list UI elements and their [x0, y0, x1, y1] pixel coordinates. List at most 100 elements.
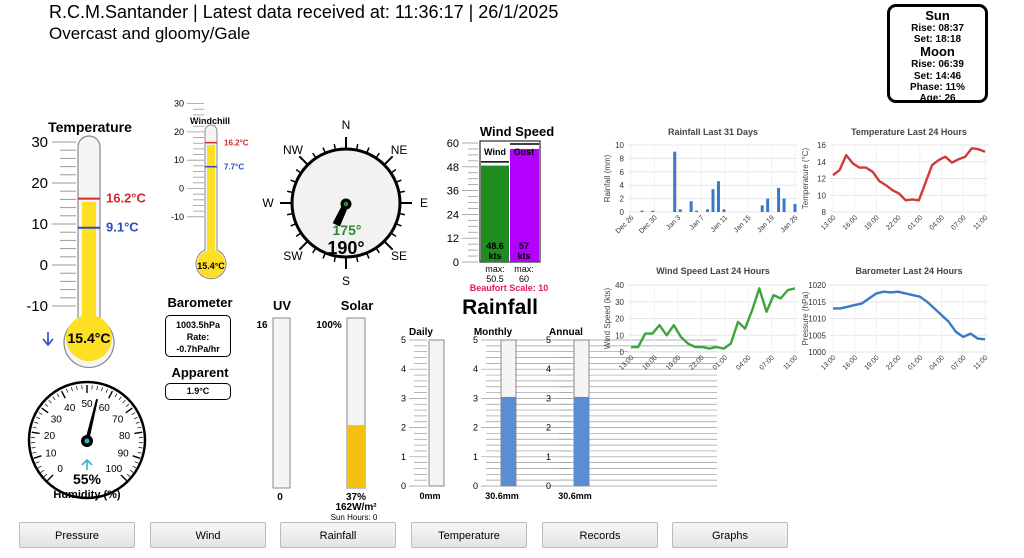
chart-ytick-label: 10 — [615, 141, 624, 150]
chart-bar — [716, 181, 720, 212]
chart-bar — [722, 209, 726, 212]
rainfall-button[interactable]: Rainfall — [280, 522, 396, 548]
wind-button[interactable]: Wind — [150, 522, 266, 548]
chart-ytick-label: 8 — [620, 154, 625, 163]
gust-max-value: 60 — [519, 274, 529, 284]
rainfall-scale-label: 5 — [473, 335, 478, 345]
humidity-tick — [134, 431, 143, 435]
humidity-tick — [32, 426, 37, 429]
sun-set: Set: 18:18 — [913, 34, 962, 46]
compass-label: W — [262, 196, 274, 210]
rain-monthly-title: Monthly — [474, 327, 513, 338]
chart-ytick-label: 8 — [822, 208, 827, 217]
rainfall-scale-label: 5 — [401, 335, 406, 345]
uv-top-label: 16 — [256, 320, 268, 331]
apparent-value: 1.9°C — [186, 386, 210, 396]
chart-xtick-label: 04:00 — [929, 214, 946, 231]
temperature-scale-label: 20 — [31, 175, 48, 192]
windchill-mercury — [207, 144, 215, 262]
compass-tick — [298, 155, 309, 166]
temperature-gauge: 30 20 10 0 -10 16.2°C 9.1°C 15.4°C — [26, 134, 147, 368]
temperature-current-value: 15.4°C — [68, 330, 111, 346]
wind-speed-scale-label: 0 — [453, 257, 459, 269]
chart-title: Rainfall Last 31 Days — [668, 127, 758, 137]
wind-speed-scale-label: 36 — [447, 186, 459, 198]
humidity-scale-label: 50 — [81, 399, 93, 410]
temperature-button[interactable]: Temperature — [411, 522, 527, 548]
humidity-tick — [46, 474, 54, 482]
chart-bar — [782, 198, 786, 212]
chart-bar — [689, 201, 693, 212]
humidity-scale-label: 20 — [44, 431, 56, 442]
wind-unit: kts — [488, 251, 501, 261]
uv-solar-gauges: UV 16 0 Solar 100% 37% 162W/m² Sun Hours… — [256, 298, 377, 522]
rain-annual-value: 30.6mm — [558, 491, 592, 501]
chart-line — [832, 147, 986, 202]
chart-title: Wind Speed Last 24 Hours — [656, 266, 769, 276]
humidity-scale-label: 90 — [118, 449, 130, 460]
chart-ytick-label: 4 — [620, 181, 625, 190]
chart-xtick-label: 07:00 — [950, 354, 967, 371]
wind-speed-scale-label: 60 — [447, 138, 459, 150]
humidity-title: Humidity (%) — [53, 489, 121, 501]
compass-tick — [298, 240, 309, 251]
chart-bar — [640, 210, 644, 212]
rainfall-scale-label: 1 — [473, 452, 478, 462]
compass-tick — [383, 240, 394, 251]
wind-speed-scale: 60 48 36 24 12 0 — [447, 138, 478, 269]
humidity-tick — [101, 387, 103, 392]
chart-ylabel: Wind Speed (kts) — [603, 287, 612, 349]
temperature-bulb — [66, 315, 112, 361]
chart-bar — [651, 210, 655, 212]
moon-set: Set: 14:46 — [913, 70, 962, 82]
temperature-scale-label: 0 — [40, 257, 48, 274]
humidity-tick — [31, 447, 36, 449]
rainfall-scale-label: 0 — [401, 481, 406, 491]
chart-line — [631, 287, 796, 350]
humidity-tick — [37, 465, 42, 469]
humidity-tick — [134, 461, 139, 464]
chart-ytick-label: 1005 — [808, 331, 826, 340]
chart-ytick-label: 0 — [620, 348, 625, 357]
windchill-scale-label: 0 — [179, 184, 184, 194]
humidity-tick — [105, 388, 108, 393]
graphs-button[interactable]: Graphs — [672, 522, 788, 548]
wind-speed-gauge: 60 48 36 24 12 0 Wind Gust 48.6 kts 57 kts ma… — [447, 138, 549, 293]
chart-xtick-label: Jan 25 — [780, 214, 800, 234]
chart-xtick-label: 04:00 — [735, 354, 752, 371]
wind-max-value: 50.5 — [486, 274, 504, 284]
wind-compass: N NE E SE S SW W NW 175° 190° — [262, 118, 428, 288]
chart-ytick-label: 20 — [615, 315, 624, 324]
up-arrow-icon — [81, 458, 93, 470]
chart-bar — [678, 209, 682, 212]
compass-label: N — [342, 118, 351, 132]
windchill-bulb — [197, 250, 225, 278]
chart-xtick-label: 01:00 — [907, 354, 924, 371]
chart-xtick-label: 19:00 — [665, 354, 682, 371]
chart-ytick-label: 0 — [620, 208, 625, 217]
wind-speed-title: Wind Speed — [479, 124, 555, 139]
gust-value: 57 — [519, 241, 529, 251]
forecast-text: Overcast and gloomy/Gale — [49, 24, 251, 43]
chart-xtick-label: Jan 11 — [710, 214, 730, 234]
chart-title: Temperature Last 24 Hours — [851, 127, 967, 137]
humidity-scale-label: 40 — [64, 403, 76, 414]
compass-label: NE — [391, 143, 408, 157]
humidity-tick — [66, 388, 69, 393]
humidity-tick — [114, 393, 118, 398]
records-button[interactable]: Records — [542, 522, 658, 548]
rain-monthly-value: 30.6mm — [485, 491, 519, 501]
pressure-button[interactable]: Pressure — [19, 522, 135, 548]
chart-bar — [695, 210, 699, 212]
chart-title: Barometer Last 24 Hours — [855, 266, 962, 276]
rainfall-scale-label: 2 — [473, 423, 478, 433]
humidity-scale-label: 80 — [119, 431, 131, 442]
chart-ytick-label: 1010 — [808, 315, 826, 324]
rainfall-scale-label: 5 — [546, 335, 551, 345]
rainfall-scale-label: 2 — [546, 423, 551, 433]
humidity-tick — [108, 390, 114, 399]
gust-label: Gust — [514, 147, 535, 157]
humidity-tick — [40, 469, 45, 473]
uv-bar-frame — [272, 317, 291, 489]
